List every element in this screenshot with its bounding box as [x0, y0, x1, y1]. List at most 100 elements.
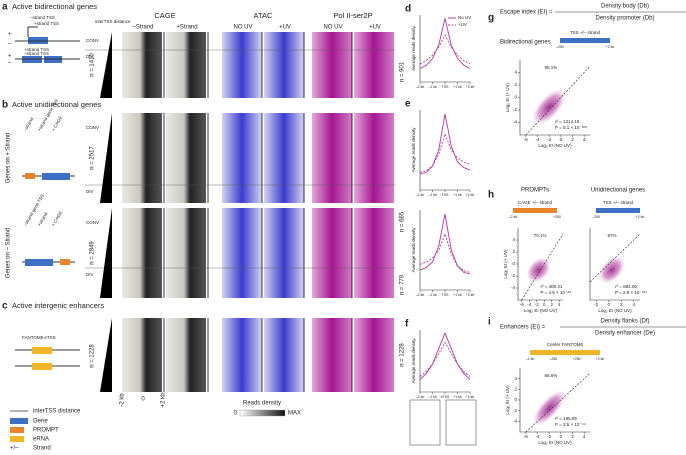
- x-tick-label: –2 kb: [416, 395, 425, 399]
- x-tick-label: –1 kb: [428, 395, 437, 399]
- panel-label: f: [405, 319, 409, 330]
- label: CONV: [86, 38, 99, 43]
- y-tick-label: 2: [514, 387, 517, 392]
- label: Active bidirectional genes: [12, 2, 97, 11]
- x-tick-label: 4: [632, 302, 635, 307]
- y-axis-label: Average reads density: [411, 227, 416, 272]
- label: n = 1228: [400, 343, 406, 367]
- label: n = 1410: [90, 53, 96, 77]
- legend-label: interTSS distance: [33, 409, 81, 415]
- x-axis-label: Log₂ EI (NO UV): [538, 440, 572, 445]
- heatmap: [166, 208, 206, 298]
- x-tick-label: -2: [547, 434, 551, 439]
- label: TSS +/– strand: [570, 30, 601, 35]
- y-tick-label: 0: [512, 261, 515, 266]
- heatmap: [222, 32, 262, 98]
- heatmap: [312, 318, 352, 392]
- label: –250: [556, 45, 564, 49]
- heatmap: [354, 208, 394, 298]
- profile-line: [419, 232, 471, 273]
- label: +: [8, 54, 12, 60]
- heatmap: [122, 318, 162, 392]
- heatmap: [166, 32, 206, 98]
- heatmap: [264, 113, 304, 203]
- x-tick-label: -4: [535, 137, 539, 142]
- x-tick-label: 2: [571, 434, 574, 439]
- heatmap: [122, 32, 162, 98]
- label: Bidirectional genes: [500, 40, 551, 46]
- point-cloud: [598, 256, 625, 284]
- profile-line: [419, 113, 471, 175]
- y-tick-label: -4: [513, 419, 517, 424]
- region-bar: [513, 208, 557, 213]
- label: + CAGE: [51, 210, 64, 227]
- label: Genes on – Strand: [6, 228, 12, 278]
- label: ser2P: [353, 11, 373, 20]
- label: + CAGE: [51, 115, 64, 132]
- y-tick-label: -2: [513, 408, 517, 413]
- heatmap: [222, 318, 262, 392]
- x-tick-label: -4: [527, 302, 531, 307]
- heatmap: [264, 32, 304, 98]
- stat: P = 5.1 × 10⁻²⁸⁶: [555, 125, 587, 130]
- region-bar: [560, 38, 610, 43]
- intertss-wedge: [100, 208, 112, 298]
- x-tick-label: -6: [524, 434, 528, 439]
- x-tick-label: 0: [560, 137, 563, 142]
- x-tick-label: +1 kb: [453, 293, 462, 297]
- intertss-wedge: [100, 113, 112, 203]
- legend-label: +UV: [458, 22, 467, 27]
- x-tick-label: +1 kb: [453, 85, 462, 89]
- stat: P = 4.5 × 10⁻⁸⁸: [541, 290, 572, 295]
- label: +Strand: [176, 25, 197, 31]
- heatmap: [354, 32, 394, 98]
- region-bar: [596, 208, 640, 213]
- stat: r² = 1214.16: [555, 119, 580, 124]
- x-tick-label: +2 kb: [161, 392, 167, 408]
- label: +: [8, 32, 12, 38]
- heatmap: [264, 318, 304, 392]
- x-tick-label: eTSS: [441, 395, 450, 399]
- label: +250: [573, 357, 581, 361]
- percent-label: 97%: [608, 233, 617, 238]
- x-axis-label: Log₂ EI (NO UV): [524, 308, 558, 313]
- y-tick-label: -2: [513, 107, 517, 112]
- x-tick-label: 2: [571, 137, 574, 142]
- label: c: [2, 301, 8, 312]
- label: b: [2, 100, 8, 111]
- x-tick-label: 4: [558, 302, 561, 307]
- x-tick-label: –2 kb: [416, 293, 425, 297]
- label: –: [8, 42, 12, 48]
- label: i: [488, 317, 491, 328]
- label: CAGE: [154, 11, 175, 20]
- stat: P = 2.9 × 10⁻¹⁸⁴: [615, 290, 647, 295]
- label: +/–: [10, 446, 19, 452]
- stat: r² = 195.05: [555, 416, 577, 421]
- schematic-a: [15, 26, 80, 63]
- label: Unidirectional genes: [591, 188, 645, 194]
- profile-line: [419, 341, 471, 377]
- label: +2 kb: [606, 45, 615, 49]
- legend-label: PROMPT: [33, 428, 59, 434]
- label: +250: [553, 215, 561, 219]
- label: Strand: [33, 446, 51, 452]
- x-tick-label: +2 kb: [466, 85, 475, 89]
- x-tick-label: TSS: [442, 85, 449, 89]
- x-tick-label: -2: [535, 302, 539, 307]
- x-tick-label: -4: [535, 434, 539, 439]
- x-tick-label: -6: [524, 137, 528, 142]
- panel-label: d: [405, 4, 411, 15]
- label: –strand TSS: [30, 15, 55, 20]
- x-tick-label: –1 kb: [428, 193, 437, 197]
- intertss-wedge: [100, 318, 112, 392]
- label: +strand: [37, 211, 49, 227]
- y-axis-label: Log₂ EI (+ UV): [503, 249, 508, 279]
- intertss-wedge: [100, 32, 112, 98]
- label: –2 kb: [526, 357, 535, 361]
- y-tick-label: -4: [511, 285, 515, 290]
- y-axis-label: Log₂ EI (+ UV): [505, 385, 510, 415]
- y-tick-label: 0: [514, 397, 517, 402]
- y-axis-label: Log₂ EI (+ UV): [505, 82, 510, 112]
- label: NO UV: [233, 25, 252, 31]
